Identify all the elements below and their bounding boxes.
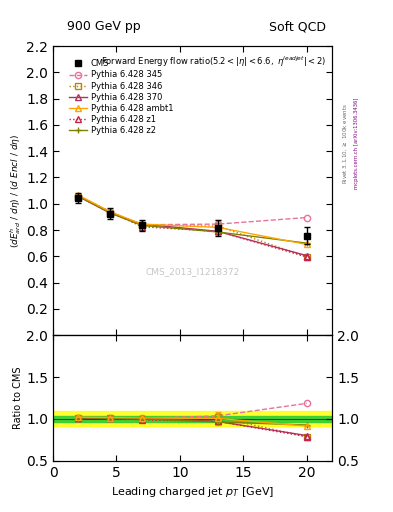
- Text: mcplots.cern.ch [arXiv:1306.3436]: mcplots.cern.ch [arXiv:1306.3436]: [354, 98, 359, 189]
- Text: Forward Energy flow ratio$(5.2 < |\eta| < 6.6,\ \eta^{leadjet}| < 2)$: Forward Energy flow ratio$(5.2 < |\eta| …: [101, 55, 327, 69]
- Bar: [53, 411, 332, 426]
- Y-axis label: $(dE^h_{ard}\ /\ d\eta)\ /\ (d\ Encl\ /\ d\eta)$: $(dE^h_{ard}\ /\ d\eta)\ /\ (d\ Encl\ /\…: [8, 134, 23, 248]
- X-axis label: Leading charged jet $p_T$ [GeV]: Leading charged jet $p_T$ [GeV]: [111, 485, 274, 499]
- Text: CMS_2013_I1218372: CMS_2013_I1218372: [145, 267, 240, 276]
- Legend: CMS, Pythia 6.428 345, Pythia 6.428 346, Pythia 6.428 370, Pythia 6.428 ambt1, P: CMS, Pythia 6.428 345, Pythia 6.428 346,…: [66, 56, 176, 138]
- Text: Rivet 3.1.10, $\geq$ 100k events: Rivet 3.1.10, $\geq$ 100k events: [341, 103, 349, 184]
- Text: 900 GeV pp: 900 GeV pp: [67, 20, 140, 33]
- Text: Soft QCD: Soft QCD: [269, 20, 326, 33]
- Bar: [53, 416, 332, 422]
- Y-axis label: Ratio to CMS: Ratio to CMS: [13, 367, 24, 429]
